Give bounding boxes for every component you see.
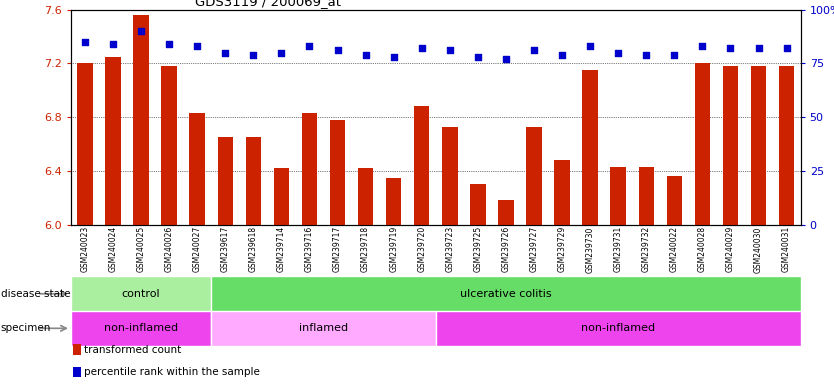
- Text: GSM240029: GSM240029: [726, 226, 735, 272]
- Point: [555, 52, 569, 58]
- Text: GSM239729: GSM239729: [558, 226, 566, 272]
- Text: GSM239730: GSM239730: [585, 226, 595, 273]
- Bar: [666, 176, 682, 225]
- Point: [387, 54, 400, 60]
- Point: [640, 52, 653, 58]
- Text: GSM239718: GSM239718: [361, 226, 370, 272]
- Bar: [442, 127, 458, 225]
- Text: GSM239731: GSM239731: [614, 226, 623, 272]
- Bar: [414, 106, 430, 225]
- Point: [190, 43, 203, 49]
- Point: [134, 28, 148, 34]
- Bar: [610, 167, 626, 225]
- Point: [303, 43, 316, 49]
- Text: non-inflamed: non-inflamed: [581, 323, 656, 333]
- Text: GSM240027: GSM240027: [193, 226, 202, 272]
- Bar: [358, 168, 374, 225]
- Bar: [639, 167, 654, 225]
- Point: [500, 56, 513, 62]
- Bar: [274, 168, 289, 225]
- Text: GSM240024: GSM240024: [108, 226, 118, 272]
- Bar: [78, 63, 93, 225]
- Text: transformed count: transformed count: [83, 345, 181, 355]
- Text: non-inflamed: non-inflamed: [104, 323, 178, 333]
- Bar: [526, 127, 542, 225]
- Text: GSM239618: GSM239618: [249, 226, 258, 272]
- Bar: [695, 63, 710, 225]
- Text: GSM239716: GSM239716: [305, 226, 314, 272]
- Point: [780, 45, 793, 51]
- Point: [443, 47, 456, 53]
- Text: GSM240026: GSM240026: [164, 226, 173, 272]
- Point: [611, 50, 625, 56]
- Bar: [751, 66, 766, 225]
- Text: percentile rank within the sample: percentile rank within the sample: [83, 367, 259, 377]
- Point: [106, 41, 119, 47]
- Point: [78, 39, 92, 45]
- Bar: [470, 184, 485, 225]
- Text: specimen: specimen: [1, 323, 51, 333]
- Point: [247, 52, 260, 58]
- Text: GSM240031: GSM240031: [782, 226, 791, 272]
- Bar: [302, 113, 317, 225]
- Bar: [71, 276, 211, 311]
- Text: GSM239732: GSM239732: [642, 226, 651, 272]
- Text: GSM240023: GSM240023: [80, 226, 89, 272]
- Text: GDS3119 / 200069_at: GDS3119 / 200069_at: [195, 0, 341, 8]
- Text: GSM239714: GSM239714: [277, 226, 286, 272]
- Text: GSM240028: GSM240028: [698, 226, 707, 272]
- Bar: [245, 137, 261, 225]
- Point: [471, 54, 485, 60]
- Bar: [723, 66, 738, 225]
- Text: ulcerative colitis: ulcerative colitis: [460, 289, 552, 299]
- Bar: [329, 120, 345, 225]
- Point: [219, 50, 232, 56]
- Bar: [386, 178, 401, 225]
- Point: [752, 45, 766, 51]
- Point: [331, 47, 344, 53]
- Text: GSM239727: GSM239727: [530, 226, 539, 272]
- Point: [527, 47, 540, 53]
- Point: [163, 41, 176, 47]
- Bar: [435, 311, 801, 346]
- Text: GSM239723: GSM239723: [445, 226, 455, 272]
- Text: GSM239717: GSM239717: [333, 226, 342, 272]
- Bar: [162, 66, 177, 225]
- Text: GSM239617: GSM239617: [221, 226, 229, 272]
- Point: [668, 52, 681, 58]
- Bar: [211, 311, 435, 346]
- Bar: [73, 367, 81, 377]
- Text: GSM240030: GSM240030: [754, 226, 763, 273]
- Bar: [498, 200, 514, 225]
- Point: [724, 45, 737, 51]
- Bar: [71, 311, 211, 346]
- Bar: [582, 70, 598, 225]
- Bar: [218, 137, 233, 225]
- Bar: [105, 57, 121, 225]
- Text: GSM239720: GSM239720: [417, 226, 426, 272]
- Text: inflamed: inflamed: [299, 323, 348, 333]
- Text: GSM239726: GSM239726: [501, 226, 510, 272]
- Point: [584, 43, 597, 49]
- Bar: [73, 344, 81, 355]
- Text: GSM239725: GSM239725: [474, 226, 482, 272]
- Bar: [555, 160, 570, 225]
- Point: [696, 43, 709, 49]
- Bar: [189, 113, 205, 225]
- Point: [415, 45, 429, 51]
- Point: [274, 50, 288, 56]
- Text: GSM239719: GSM239719: [389, 226, 398, 272]
- Text: GSM240022: GSM240022: [670, 226, 679, 272]
- Text: GSM240025: GSM240025: [137, 226, 146, 272]
- Bar: [133, 15, 148, 225]
- Bar: [211, 276, 801, 311]
- Bar: [779, 66, 794, 225]
- Point: [359, 52, 372, 58]
- Text: disease state: disease state: [1, 289, 70, 299]
- Text: control: control: [122, 289, 160, 299]
